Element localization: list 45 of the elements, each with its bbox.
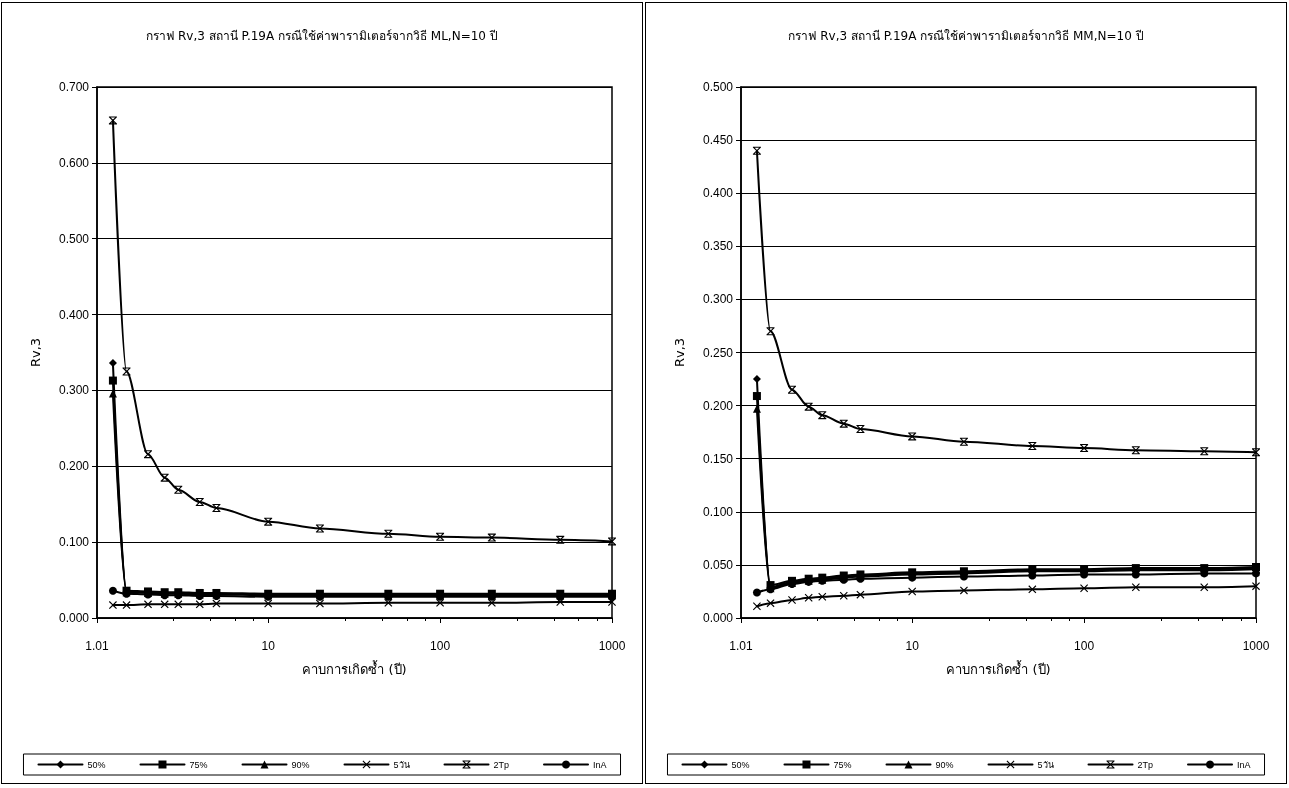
y-tick-label: 0.500 <box>58 231 90 246</box>
y-tick-label: 0.250 <box>702 345 734 360</box>
chart-title: กราฟ Rv,3 สถานี P.19A กรณีใช้ค่าพารามิเตอร์จากวิธี ML,N=10 ปี <box>146 29 498 43</box>
legend-label: 5วัน <box>1037 759 1054 770</box>
legend-label: 90% <box>291 759 310 770</box>
y-tick-label: 0.100 <box>702 504 734 519</box>
x-axis-title: คาบการเกิดซ้ำ (ปี) <box>946 660 1051 677</box>
y-tick-label: 0.150 <box>702 451 734 466</box>
legend-label: InA <box>1237 759 1251 770</box>
x-tick-label: 100 <box>430 639 451 653</box>
x-tick-label: 10 <box>261 639 276 653</box>
legend-label: 75% <box>189 759 208 770</box>
y-tick-label: 0.300 <box>58 383 90 398</box>
legend-label: 90% <box>935 759 954 770</box>
legend-label: 2Tp <box>1137 759 1154 770</box>
y-axis-title: Rv,3 <box>672 337 687 368</box>
legend-label: InA <box>593 759 607 770</box>
chart-title: กราฟ Rv,3 สถานี P.19A กรณีใช้ค่าพารามิเตอร์จากวิธี MM,N=10 ปี <box>788 29 1144 43</box>
x-axis-title: คาบการเกิดซ้ำ (ปี) <box>302 660 407 677</box>
y-tick-label: 0.450 <box>702 133 734 148</box>
x-tick-label: 1.01 <box>729 639 753 653</box>
y-tick-label: 0.600 <box>58 155 90 170</box>
x-tick-label: 1000 <box>1242 639 1270 653</box>
y-tick-label: 0.300 <box>702 292 734 307</box>
legend-label: 50% <box>87 759 106 770</box>
y-tick-label: 0.100 <box>58 535 90 550</box>
y-tick-label: 0.200 <box>58 459 90 474</box>
y-tick-label: 0.200 <box>702 398 734 413</box>
x-tick-label: 100 <box>1074 639 1095 653</box>
y-axis-title: Rv,3 <box>28 337 43 368</box>
x-tick-label: 1000 <box>598 639 626 653</box>
legend-label: 2Tp <box>493 759 510 770</box>
y-tick-label: 0.700 <box>58 80 90 94</box>
y-tick-label: 0.050 <box>702 557 734 572</box>
legend-label: 50% <box>731 759 750 770</box>
y-tick-label: 0.000 <box>58 611 90 625</box>
y-tick-label: 0.400 <box>58 307 90 322</box>
x-tick-label: 10 <box>905 639 920 653</box>
y-tick-label: 0.000 <box>702 611 734 625</box>
legend-label: 75% <box>833 759 852 770</box>
legend-label: 5วัน <box>393 759 410 770</box>
y-tick-label: 0.350 <box>702 239 734 254</box>
x-tick-label: 1.01 <box>85 639 109 653</box>
y-tick-label: 0.400 <box>702 186 734 201</box>
y-tick-label: 0.500 <box>702 80 734 94</box>
